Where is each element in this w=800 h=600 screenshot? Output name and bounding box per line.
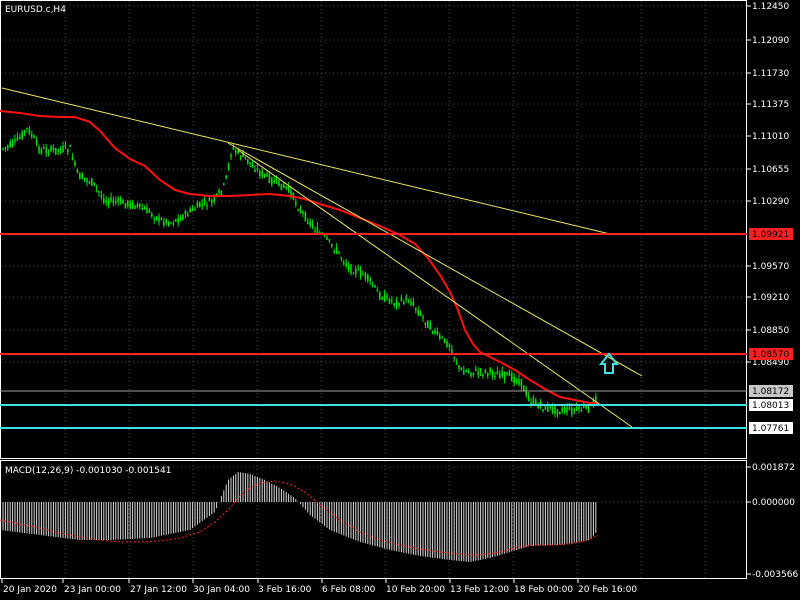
level-tag-price: 1.08013 [752, 401, 789, 411]
time-tick: 18 Feb 00:00 [514, 585, 573, 595]
horizontal-levels[interactable] [0, 233, 747, 429]
time-tick: 23 Jan 00:00 [64, 585, 121, 595]
level-tag-bg [749, 385, 793, 397]
macd-axis: 0.001872 0.000000 -0.003566 [747, 463, 798, 580]
level-tag-bg [749, 422, 793, 434]
symbol-title: EURUSD.c,H4 [5, 5, 66, 15]
price-tick: 1.10290 [752, 197, 789, 207]
level-tag-price: 1.08172 [752, 387, 789, 397]
moving-average-line[interactable] [0, 110, 598, 404]
price-tick: 1.09210 [752, 293, 789, 303]
grid [1, 1, 746, 578]
level-tag-price: 1.07761 [752, 424, 789, 434]
macd-tick: 0.000000 [752, 498, 795, 508]
time-tick: 6 Feb 08:00 [322, 585, 376, 595]
level-tag-price: 1.08570 [752, 350, 789, 360]
trendlines[interactable] [1, 87, 643, 428]
price-tick: 1.12090 [752, 36, 789, 46]
level-tag-bg [749, 348, 793, 360]
time-tick: 10 Feb 20:00 [386, 585, 445, 595]
price-axis: 1.12450 1.12090 1.11730 1.11375 1.11010 … [747, 2, 789, 368]
price-panel-border [0, 0, 747, 459]
price-tick: 1.08490 [752, 358, 789, 368]
macd-label: MACD(12,26,9) -0.001030 -0.001541 [5, 466, 171, 476]
price-tick: 1.09570 [752, 262, 789, 272]
level-tag-bg [749, 399, 793, 411]
time-axis: 20 Jan 2020 23 Jan 00:00 27 Jan 12:00 30… [1, 579, 637, 595]
time-tick: 30 Jan 04:00 [193, 585, 250, 595]
time-tick: 13 Feb 12:00 [450, 585, 509, 595]
candles[interactable] [2, 126, 597, 418]
macd-panel-border [0, 460, 747, 579]
trendline-upper[interactable] [1, 87, 611, 235]
time-tick: 3 Feb 16:00 [258, 585, 312, 595]
trendline-lower[interactable] [237, 149, 633, 428]
time-tick: 27 Jan 12:00 [130, 585, 187, 595]
level-price-tags: 1.09921 1.08570 1.08172 1.08013 1.07761 [749, 228, 793, 434]
level-tag-price: 1.09921 [752, 230, 789, 240]
macd-tick: -0.003566 [752, 570, 798, 580]
macd-histogram[interactable] [2, 472, 597, 562]
time-tick: 20 Feb 16:00 [578, 585, 637, 595]
macd-signal-line[interactable] [0, 480, 599, 556]
price-tick: 1.12450 [752, 2, 789, 12]
price-tick: 1.10655 [752, 165, 789, 175]
price-tick: 1.11375 [752, 100, 789, 110]
price-tick: 1.08850 [752, 326, 789, 336]
macd-tick: 0.001872 [752, 463, 795, 473]
time-tick: 20 Jan 2020 [3, 585, 57, 595]
trendline-middle[interactable] [227, 142, 643, 377]
level-tag-bg [749, 228, 793, 240]
price-tick: 1.11010 [752, 132, 789, 142]
arrow-up-icon[interactable] [598, 352, 620, 374]
price-tick: 1.11730 [752, 69, 789, 79]
